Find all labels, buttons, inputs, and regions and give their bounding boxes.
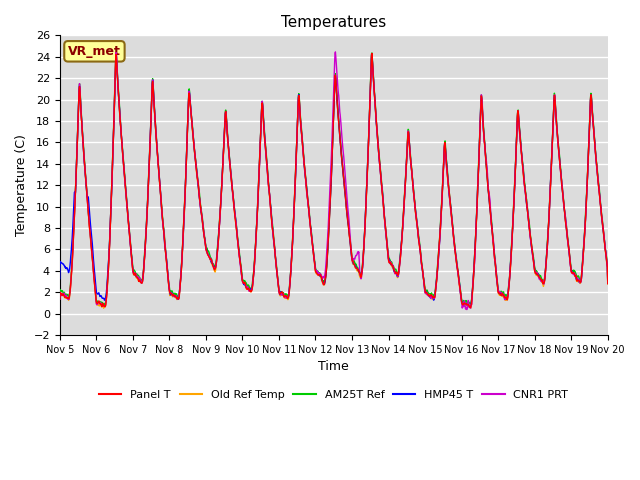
Legend: Panel T, Old Ref Temp, AM25T Ref, HMP45 T, CNR1 PRT: Panel T, Old Ref Temp, AM25T Ref, HMP45 … — [95, 385, 573, 404]
X-axis label: Time: Time — [318, 360, 349, 373]
Y-axis label: Temperature (C): Temperature (C) — [15, 134, 28, 236]
Title: Temperatures: Temperatures — [281, 15, 387, 30]
Text: VR_met: VR_met — [68, 45, 121, 58]
